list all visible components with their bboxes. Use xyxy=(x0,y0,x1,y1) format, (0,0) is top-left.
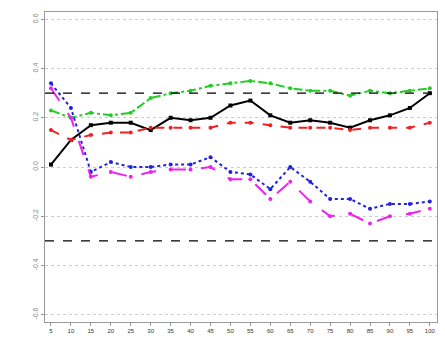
svg-text:95: 95 xyxy=(407,328,414,334)
svg-text:40: 40 xyxy=(187,328,194,334)
svg-text:65: 65 xyxy=(287,328,294,334)
svg-text:25: 25 xyxy=(127,328,134,334)
svg-text:75: 75 xyxy=(327,328,334,334)
svg-text:60: 60 xyxy=(267,328,274,334)
svg-text:20: 20 xyxy=(107,328,114,334)
svg-text:85: 85 xyxy=(367,328,374,334)
svg-text:0.4: 0.4 xyxy=(32,63,39,73)
svg-text:45: 45 xyxy=(207,328,214,334)
svg-text:5: 5 xyxy=(49,328,53,334)
svg-text:55: 55 xyxy=(247,328,254,334)
svg-text:0.2: 0.2 xyxy=(32,112,39,122)
svg-text:10: 10 xyxy=(68,328,75,334)
svg-text:80: 80 xyxy=(347,328,354,334)
svg-text:-0.2: -0.2 xyxy=(32,209,39,221)
svg-text:30: 30 xyxy=(147,328,154,334)
svg-text:70: 70 xyxy=(307,328,314,334)
svg-text:-0.4: -0.4 xyxy=(32,258,39,270)
svg-text:-0.6: -0.6 xyxy=(32,307,39,319)
svg-text:100: 100 xyxy=(425,328,436,334)
svg-text:90: 90 xyxy=(387,328,394,334)
svg-text:0.6: 0.6 xyxy=(32,13,39,23)
svg-text:15: 15 xyxy=(88,328,95,334)
svg-text:50: 50 xyxy=(227,328,234,334)
svg-text:0.0: 0.0 xyxy=(32,161,39,171)
svg-text:35: 35 xyxy=(167,328,174,334)
